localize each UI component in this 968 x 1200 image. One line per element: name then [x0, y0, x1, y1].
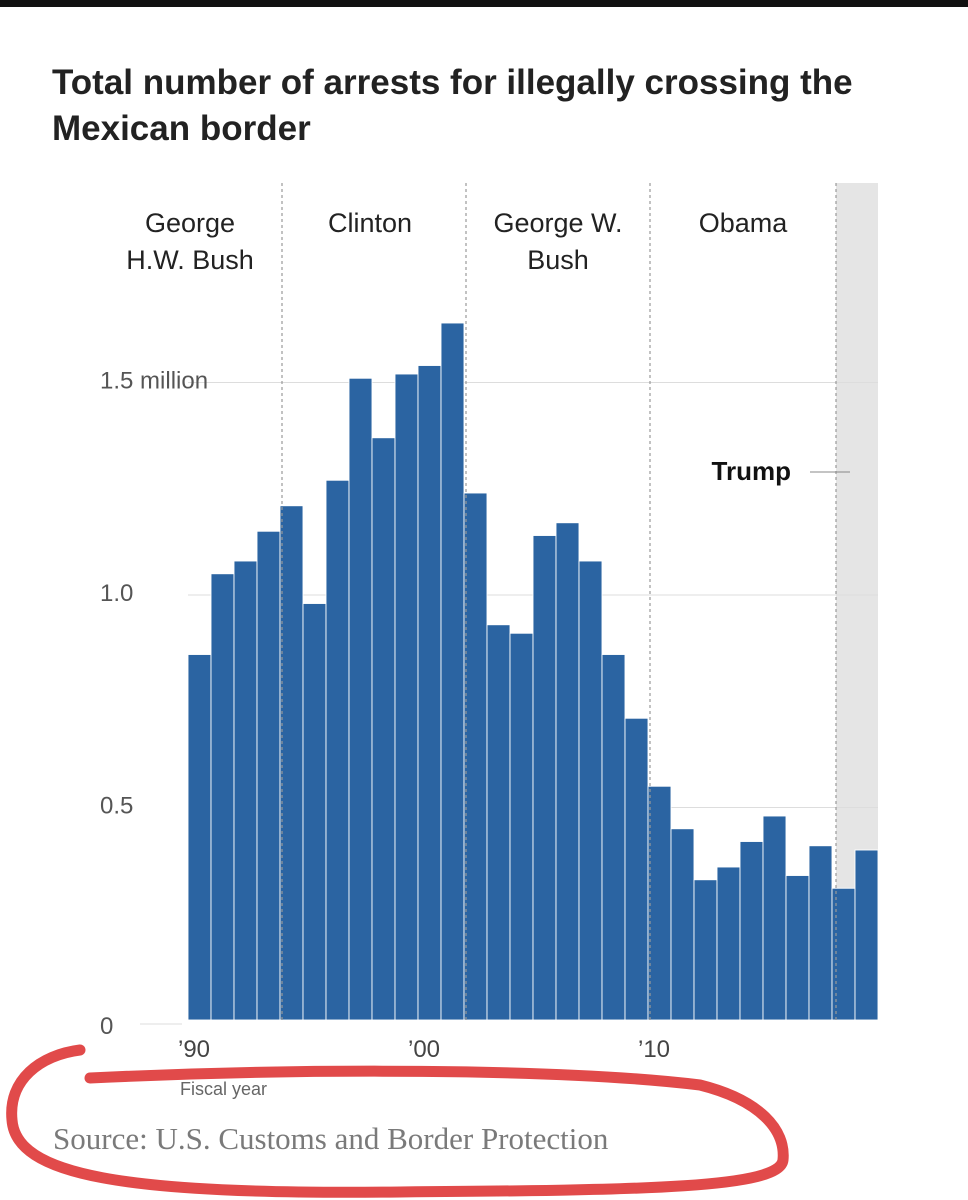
bar-1995 [302, 603, 327, 1021]
bar-1998 [371, 437, 396, 1021]
bar-2011 [670, 828, 695, 1021]
bar-2004 [509, 632, 534, 1021]
bar-1997 [348, 377, 373, 1021]
x-tick-label-2: ’10 [638, 1036, 670, 1063]
bar-1991 [210, 573, 235, 1021]
president-label-2-line-0: George W. [493, 208, 622, 238]
president-label-2-line-1: Bush [527, 245, 589, 275]
source-note: Source: U.S. Customs and Border Protecti… [53, 1121, 609, 1156]
bar-1993 [256, 530, 281, 1021]
bar-2015 [762, 815, 787, 1021]
y-tick-label-1: 0.5 [100, 793, 133, 820]
top-bar [0, 0, 968, 7]
bar-2008 [601, 654, 626, 1021]
y-tick-label-2: 1.0 [100, 580, 133, 607]
bar-2005 [532, 535, 557, 1021]
chart-title: Total number of arrests for illegally cr… [52, 63, 853, 148]
bar-2016 [785, 875, 810, 1021]
bar-2017 [808, 845, 833, 1021]
bar-2014 [739, 841, 764, 1021]
bar-1999 [394, 373, 419, 1021]
president-label-3-line-0: Obama [699, 208, 789, 238]
bar-1992 [233, 560, 258, 1021]
president-label-0-line-0: George [145, 208, 235, 238]
y-tick-label-0: 0 [100, 1013, 113, 1040]
bar-2013 [716, 866, 741, 1021]
bar-2002 [463, 492, 488, 1021]
bar-2019 [854, 849, 879, 1021]
president-label-1-line-0: Clinton [328, 208, 412, 238]
bar-2001 [440, 322, 465, 1021]
bar-2003 [486, 624, 511, 1021]
bar-2012 [693, 879, 718, 1021]
y-tick-label-3: 1.5 million [100, 368, 208, 395]
bar-2009 [624, 717, 649, 1021]
president-label-trump: Trump [712, 456, 791, 486]
x-axis-label: Fiscal year [180, 1079, 267, 1099]
bar-1996 [325, 479, 350, 1021]
bar-2006 [555, 522, 580, 1021]
x-tick-label-1: ’00 [408, 1036, 440, 1063]
president-label-0-line-1: H.W. Bush [126, 245, 254, 275]
bar-1990 [187, 654, 212, 1021]
bar-2000 [417, 365, 442, 1021]
red-highlight-circle [6, 1044, 789, 1198]
x-tick-label-0: ’90 [178, 1036, 210, 1063]
bar-1994 [279, 505, 304, 1021]
bar-2010 [647, 785, 672, 1021]
bar-2007 [578, 560, 603, 1021]
